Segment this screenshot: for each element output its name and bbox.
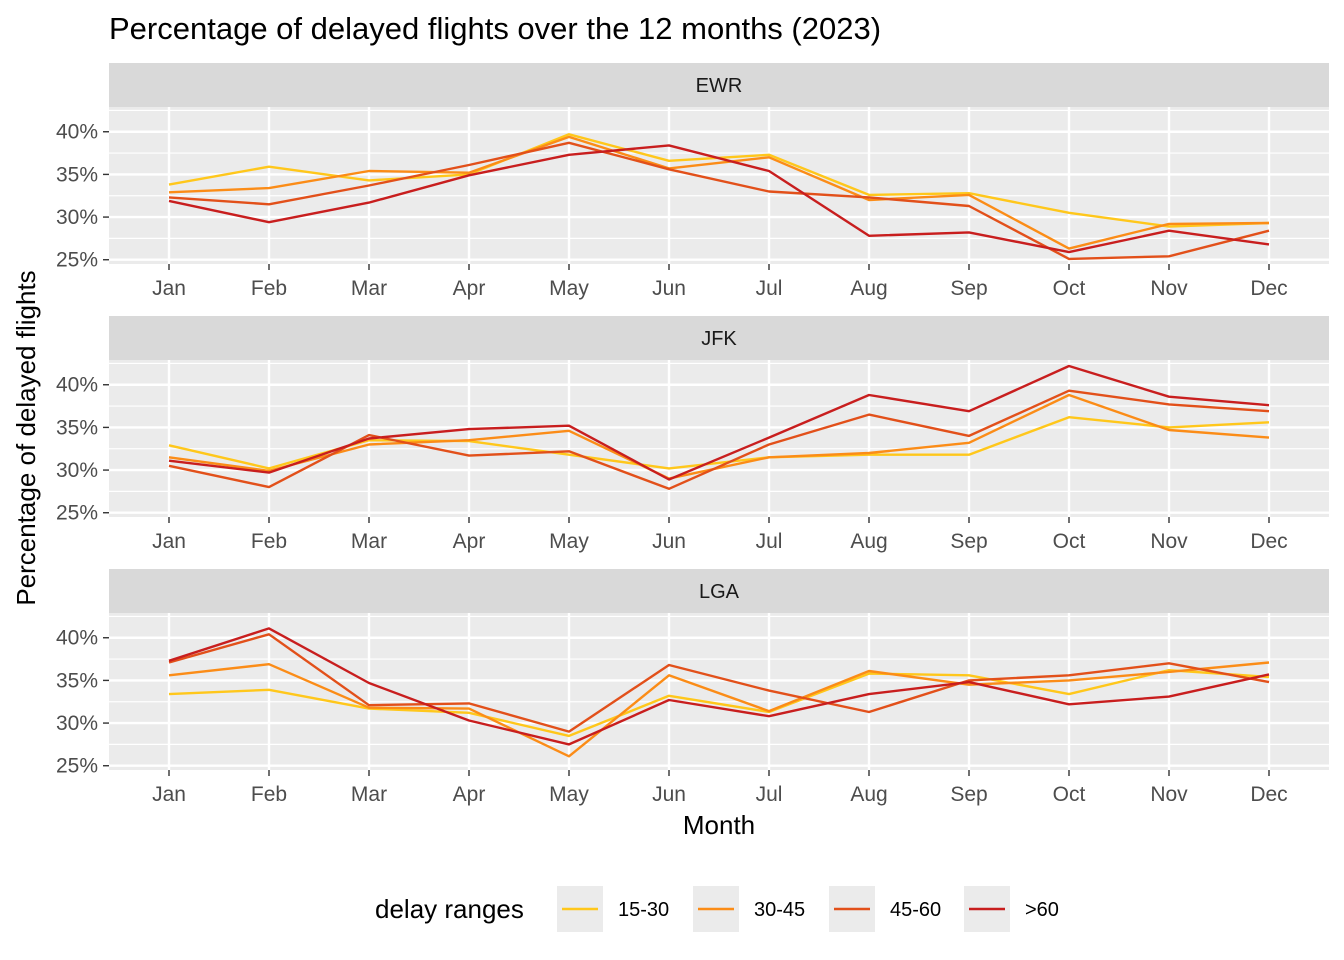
legend-label: 15-30 <box>618 899 669 921</box>
x-tick-label: Jul <box>756 530 783 553</box>
facet-strip <box>109 63 1329 107</box>
facet-strip <box>109 316 1329 360</box>
x-tick-label: Oct <box>1053 530 1086 553</box>
x-tick-label: Aug <box>850 530 887 553</box>
x-tick-label: Jan <box>152 277 186 300</box>
x-tick-label: Jul <box>756 783 783 806</box>
x-tick-label: Aug <box>850 277 887 300</box>
y-tick-label: 40% <box>56 627 98 650</box>
y-tick-label: 40% <box>56 374 98 397</box>
series-line <box>168 144 1270 254</box>
facet-panel-jfk: JFK 25% 30% 35% 40% Jan Feb Mar Apr May Jun Jul Aug S… <box>56 316 1329 553</box>
x-tick-label: Mar <box>351 530 387 553</box>
legend-item: 30-45 <box>693 886 805 932</box>
y-tick-label: 30% <box>56 712 98 735</box>
series-line <box>168 364 1270 481</box>
y-tick-label: 35% <box>56 669 98 692</box>
x-tick-label: Nov <box>1150 277 1188 300</box>
x-tick-label: Aug <box>850 783 887 806</box>
legend-title: delay ranges <box>375 894 524 924</box>
legend: delay ranges 15-30 30-45 45-60 >60 <box>375 886 1059 932</box>
x-tick-label: Jan <box>152 530 186 553</box>
legend-label: 30-45 <box>754 899 805 921</box>
y-tick-label: 35% <box>56 163 98 186</box>
series-line <box>168 633 1270 733</box>
facet-panel-lga: LGA 25% 30% 35% 40% Jan Feb Mar Apr May Jun Jul Aug S… <box>56 569 1329 806</box>
x-tick-label: Sep <box>950 277 987 300</box>
legend-item: >60 <box>964 886 1059 932</box>
x-tick-label: Jan <box>152 783 186 806</box>
series-line <box>168 627 1270 746</box>
series-line <box>168 669 1270 738</box>
x-tick-label: Oct <box>1053 783 1086 806</box>
x-tick-label: Dec <box>1250 530 1287 553</box>
y-tick-label: 25% <box>56 755 98 778</box>
x-tick-label: Jul <box>756 277 783 300</box>
x-tick-label: Feb <box>251 783 287 806</box>
facet-strip-label: EWR <box>696 75 743 97</box>
x-tick-label: Apr <box>453 277 486 300</box>
series-line <box>168 135 1270 250</box>
y-tick-label: 40% <box>56 121 98 144</box>
legend-item: 15-30 <box>557 886 669 932</box>
facet-strip <box>109 569 1329 613</box>
x-tick-label: Dec <box>1250 277 1287 300</box>
facet-panel-ewr: EWR 25% 30% 35% 40% Jan Feb Mar Apr May Jun Jul Aug S… <box>56 63 1329 300</box>
x-tick-label: May <box>549 783 589 806</box>
series-line <box>168 141 1270 261</box>
x-tick-label: Jun <box>652 277 686 300</box>
legend-items: 15-30 30-45 45-60 >60 <box>557 886 1059 932</box>
x-tick-label: Jun <box>652 530 686 553</box>
x-tick-label: Sep <box>950 783 987 806</box>
legend-item: 45-60 <box>829 886 941 932</box>
x-tick-label: May <box>549 530 589 553</box>
x-tick-label: Feb <box>251 530 287 553</box>
x-tick-label: Apr <box>453 783 486 806</box>
x-tick-label: Jun <box>652 783 686 806</box>
x-tick-label: Feb <box>251 277 287 300</box>
y-axis-title: Percentage of delayed flights <box>11 270 41 605</box>
series-line <box>168 661 1270 758</box>
y-tick-label: 35% <box>56 416 98 439</box>
x-tick-label: Sep <box>950 530 987 553</box>
x-axis-title: Month <box>683 810 755 840</box>
legend-label: >60 <box>1025 899 1059 921</box>
x-tick-label: Apr <box>453 530 486 553</box>
x-tick-label: Mar <box>351 277 387 300</box>
facet-strip-label: JFK <box>701 328 737 350</box>
chart-title: Percentage of delayed flights over the 1… <box>109 11 881 46</box>
y-tick-label: 30% <box>56 459 98 482</box>
x-tick-label: Mar <box>351 783 387 806</box>
x-tick-label: Nov <box>1150 783 1188 806</box>
x-tick-label: May <box>549 277 589 300</box>
y-tick-label: 25% <box>56 502 98 525</box>
x-tick-label: Oct <box>1053 277 1086 300</box>
facet-strip-label: LGA <box>699 581 740 603</box>
x-tick-label: Dec <box>1250 783 1287 806</box>
y-tick-label: 30% <box>56 206 98 229</box>
y-tick-label: 25% <box>56 249 98 272</box>
legend-label: 45-60 <box>890 899 941 921</box>
x-tick-label: Nov <box>1150 530 1188 553</box>
facet-panels: EWR 25% 30% 35% 40% Jan Feb Mar Apr May Jun Jul Aug S… <box>56 63 1329 806</box>
